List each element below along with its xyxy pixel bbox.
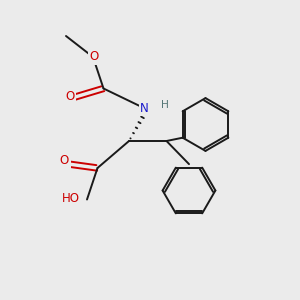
Text: H: H (161, 100, 169, 110)
Text: HO: HO (61, 191, 80, 205)
Text: N: N (140, 101, 149, 115)
Text: O: O (65, 89, 74, 103)
Text: O: O (90, 50, 99, 64)
Text: O: O (60, 154, 69, 167)
Text: O: O (90, 50, 99, 64)
